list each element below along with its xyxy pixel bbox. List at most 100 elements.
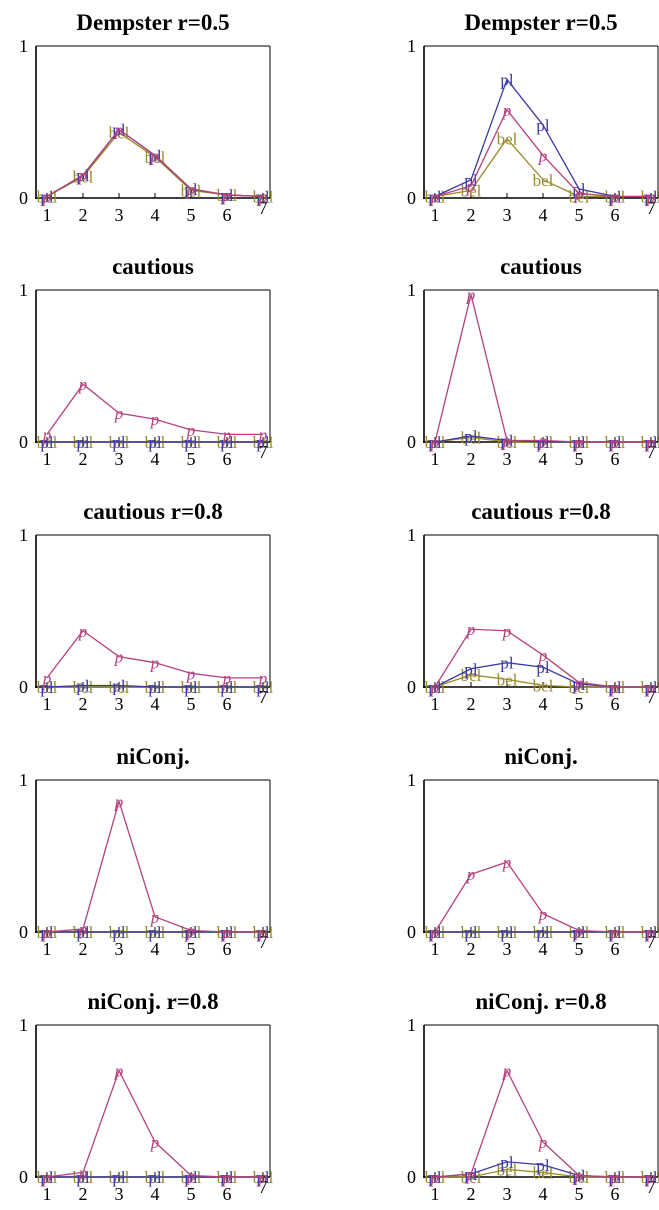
point-marker-p: p [114, 1062, 124, 1081]
y-tick-label: 0 [407, 677, 416, 697]
point-marker-pl: pl [76, 433, 90, 452]
chart-title: cautious r=0.8 [83, 499, 223, 524]
x-tick-label: 3 [115, 1184, 124, 1204]
point-marker-bel: bel [145, 148, 166, 167]
x-tick-label: 2 [79, 205, 88, 225]
series-line-pl [46, 684, 263, 688]
point-marker-pl: pl [572, 923, 586, 942]
x-tick-label: 6 [611, 449, 620, 469]
point-marker-p: p [42, 1168, 52, 1187]
point-marker-pl: pl [148, 678, 162, 697]
x-tick-label: 3 [115, 205, 124, 225]
x-tick-label: 5 [187, 205, 196, 225]
point-marker-pl: pl [148, 923, 162, 942]
y-tick-label: 0 [407, 188, 416, 208]
y-tick-label: 1 [19, 280, 28, 300]
series-line-p [46, 128, 264, 198]
series-line-p [46, 798, 263, 933]
x-tick-label: 4 [151, 205, 160, 225]
x-tick-label: 1 [43, 205, 52, 225]
x-tick-label: 1 [431, 205, 440, 225]
point-marker-p: p [42, 923, 52, 942]
point-marker-p: p [538, 146, 548, 165]
point-marker-p: p [114, 121, 124, 140]
y-tick-label: 0 [19, 677, 28, 697]
x-tick-label: 6 [611, 939, 620, 959]
point-marker-p: p [150, 146, 160, 165]
x-tick-label: 2 [79, 449, 88, 469]
point-marker-p: p [502, 101, 512, 120]
y-tick-label: 0 [407, 922, 416, 942]
x-tick-label: 1 [43, 1184, 52, 1204]
point-marker-bel: bel [109, 124, 130, 143]
point-marker-p: p [646, 433, 656, 452]
y-tick-label: 1 [407, 1015, 416, 1035]
x-tick-label: 1 [431, 449, 440, 469]
point-marker-pl: pl [428, 923, 442, 942]
point-marker-bel: bel [73, 678, 94, 697]
x-tick-label: 2 [79, 939, 88, 959]
point-marker-p: p [78, 1163, 88, 1182]
point-marker-pl: pl [536, 658, 550, 677]
x-tick-label: 2 [467, 939, 476, 959]
chart-panel-8: niConj.011234567belbelbelbelbelbelbelplp… [407, 744, 659, 959]
point-marker-p: p [222, 1168, 232, 1187]
point-marker-pl: pl [500, 654, 514, 673]
point-marker-p: p [538, 1133, 548, 1152]
point-marker-p: p [222, 186, 232, 205]
x-tick-label: 6 [223, 1184, 232, 1204]
point-marker-p: p [114, 648, 124, 667]
x-tick-label: 4 [539, 205, 548, 225]
y-tick-label: 1 [19, 36, 28, 56]
point-marker-pl: pl [256, 678, 270, 697]
point-marker-pl: pl [536, 1156, 550, 1175]
x-tick-label: 6 [611, 694, 620, 714]
chart-panel-4: cautious011234567belbelbelbelbelbelbelpl… [407, 254, 659, 469]
chart-title: cautious [500, 254, 582, 279]
x-tick-label: 4 [151, 1184, 160, 1204]
x-tick-label: 5 [575, 205, 584, 225]
point-marker-p: p [466, 865, 476, 884]
x-tick-label: 7 [259, 932, 268, 952]
point-marker-pl: pl [428, 433, 442, 452]
chart-title: niConj. r=0.8 [87, 989, 218, 1014]
x-tick-label: 1 [43, 694, 52, 714]
point-marker-bel: bel [497, 670, 518, 689]
point-marker-p: p [430, 1168, 440, 1187]
point-marker-p: p [186, 421, 196, 440]
y-tick-label: 0 [19, 922, 28, 942]
point-marker-bel: bel [425, 678, 446, 697]
point-marker-pl: pl [148, 1168, 162, 1187]
point-marker-p: p [574, 673, 584, 692]
point-marker-p: p [610, 678, 620, 697]
x-tick-label: 7 [259, 198, 268, 218]
y-tick-label: 1 [407, 280, 416, 300]
point-marker-p: p [258, 1168, 268, 1187]
point-marker-pl: pl [40, 187, 54, 206]
point-marker-pl: pl [40, 433, 54, 452]
y-tick-label: 1 [407, 770, 416, 790]
x-tick-label: 6 [611, 205, 620, 225]
point-marker-bel: bel [461, 428, 482, 447]
x-tick-label: 5 [187, 694, 196, 714]
x-tick-label: 7 [259, 1177, 268, 1197]
point-marker-p: p [222, 923, 232, 942]
point-marker-pl: pl [500, 1153, 514, 1172]
y-tick-label: 0 [19, 188, 28, 208]
point-marker-pl: pl [112, 433, 126, 452]
point-marker-p: p [186, 664, 196, 683]
series-line-p [46, 629, 263, 679]
point-marker-p: p [186, 180, 196, 199]
x-tick-label: 3 [115, 449, 124, 469]
x-tick-label: 5 [575, 1184, 584, 1204]
x-tick-label: 3 [115, 694, 124, 714]
point-marker-pl: pl [500, 923, 514, 942]
point-marker-p: p [222, 669, 232, 688]
y-tick-label: 1 [19, 770, 28, 790]
point-marker-bel: bel [497, 1160, 518, 1179]
x-tick-label: 4 [151, 694, 160, 714]
point-marker-p: p [430, 923, 440, 942]
